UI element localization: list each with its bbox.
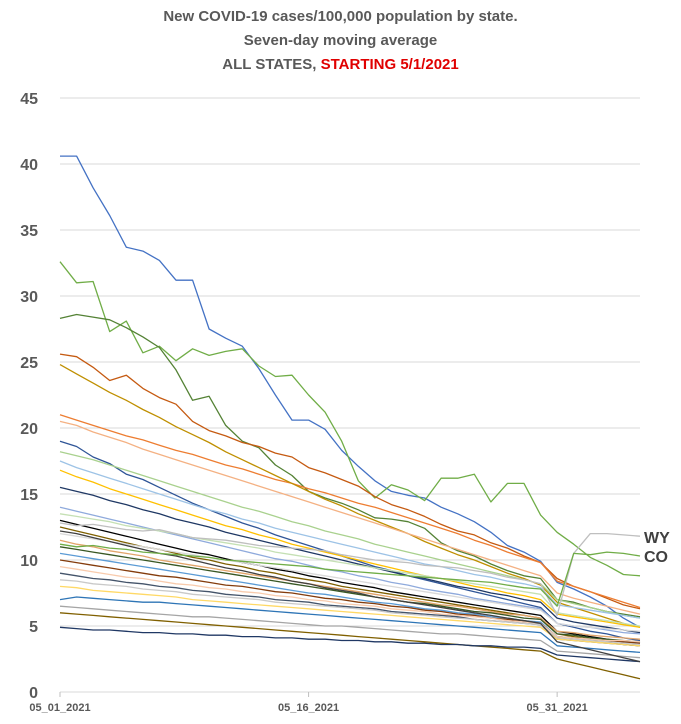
chart-subtitle: Seven-day moving average [243, 32, 438, 49]
y-tick-label: 5 [29, 619, 38, 636]
series-line [59, 519, 641, 644]
series-line [59, 313, 641, 618]
y-tick-label: 15 [20, 487, 38, 504]
series-line [59, 532, 641, 632]
series-line [59, 605, 641, 659]
x-axis-ticks: 05_01_2021 05_16_2021 05_31_2021 [29, 692, 588, 714]
y-tick-label: 35 [20, 223, 38, 240]
series-line [59, 486, 641, 634]
series-line [59, 469, 641, 628]
series-line [59, 414, 641, 609]
series-line [59, 513, 641, 627]
y-tick-label: 10 [20, 553, 38, 570]
y-axis-ticks: 0 5 10 15 20 25 30 35 40 45 [20, 91, 38, 702]
series-line [59, 612, 641, 680]
series-line [59, 460, 641, 619]
series-line [59, 552, 641, 644]
series-line [59, 585, 641, 647]
chart-subtitle-states: ALL STATES, STARTING 5/1/2021 [0, 56, 681, 73]
series-label-co: CO [644, 549, 668, 566]
series-line [59, 261, 641, 577]
y-tick-label: 40 [20, 157, 38, 174]
series-line [59, 539, 641, 640]
y-tick-label: 25 [20, 355, 38, 372]
series-label-wy: WY [644, 530, 670, 547]
series-lines [59, 155, 641, 680]
chart-title: New COVID-19 cases/100,000 population by… [163, 8, 518, 25]
y-tick-label: 45 [20, 91, 38, 108]
series-labels: WY CO [644, 530, 670, 566]
x-tick-label: 05_16_2021 [278, 702, 339, 714]
y-tick-label: 20 [20, 421, 38, 438]
x-tick-label: 05_31_2021 [527, 702, 588, 714]
series-line [59, 451, 641, 619]
chart-subtitle-start-date: STARTING 5/1/2021 [320, 56, 459, 73]
series-line [59, 596, 641, 654]
series-line [59, 626, 641, 663]
y-tick-label: 30 [20, 289, 38, 306]
series-line-wy [59, 522, 641, 617]
gridlines [60, 97, 640, 693]
x-tick-label: 05_01_2021 [29, 702, 90, 714]
chart-subtitle-all-states: ALL STATES, [222, 56, 321, 73]
series-line [59, 546, 641, 643]
series-line-co [59, 543, 641, 607]
series-line [59, 420, 641, 615]
y-tick-label: 0 [29, 685, 38, 702]
